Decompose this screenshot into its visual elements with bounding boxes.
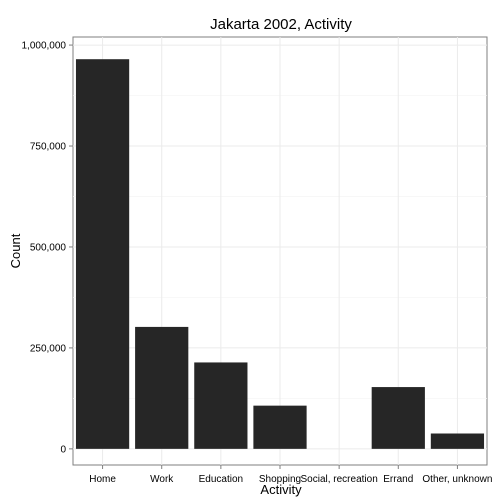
bar-other-unknown: [430, 433, 485, 449]
y-tick-label: 0: [60, 444, 66, 455]
x-tick-label: Work: [150, 474, 174, 485]
bar-errand: [371, 387, 425, 449]
y-axis: 0 250,000 500,000 750,000 1,000,000: [22, 41, 73, 455]
bar-shopping: [253, 405, 307, 449]
x-axis-title: Activity: [260, 482, 302, 497]
bars: [75, 59, 485, 449]
x-tick-label: Education: [199, 474, 243, 485]
x-axis: Home Work Education Shopping Social, recreat…: [89, 465, 492, 485]
x-tick-label: Shopping: [259, 474, 301, 485]
bar-education: [194, 362, 248, 449]
y-tick-label: 1,000,000: [22, 41, 67, 52]
y-tick-label: 500,000: [30, 242, 67, 253]
bar-home: [75, 59, 130, 449]
x-tick-label: Other, unknown: [422, 474, 492, 485]
y-axis-title: Count: [8, 233, 23, 268]
y-tick-label: 750,000: [30, 142, 67, 153]
bar-work: [135, 326, 189, 449]
x-tick-label: Social, recreation: [301, 474, 378, 485]
x-tick-label: Errand: [383, 474, 413, 485]
y-tick-label: 250,000: [30, 343, 67, 354]
chart-title: Jakarta 2002, Activity: [210, 16, 352, 33]
x-tick-label: Home: [89, 474, 116, 485]
